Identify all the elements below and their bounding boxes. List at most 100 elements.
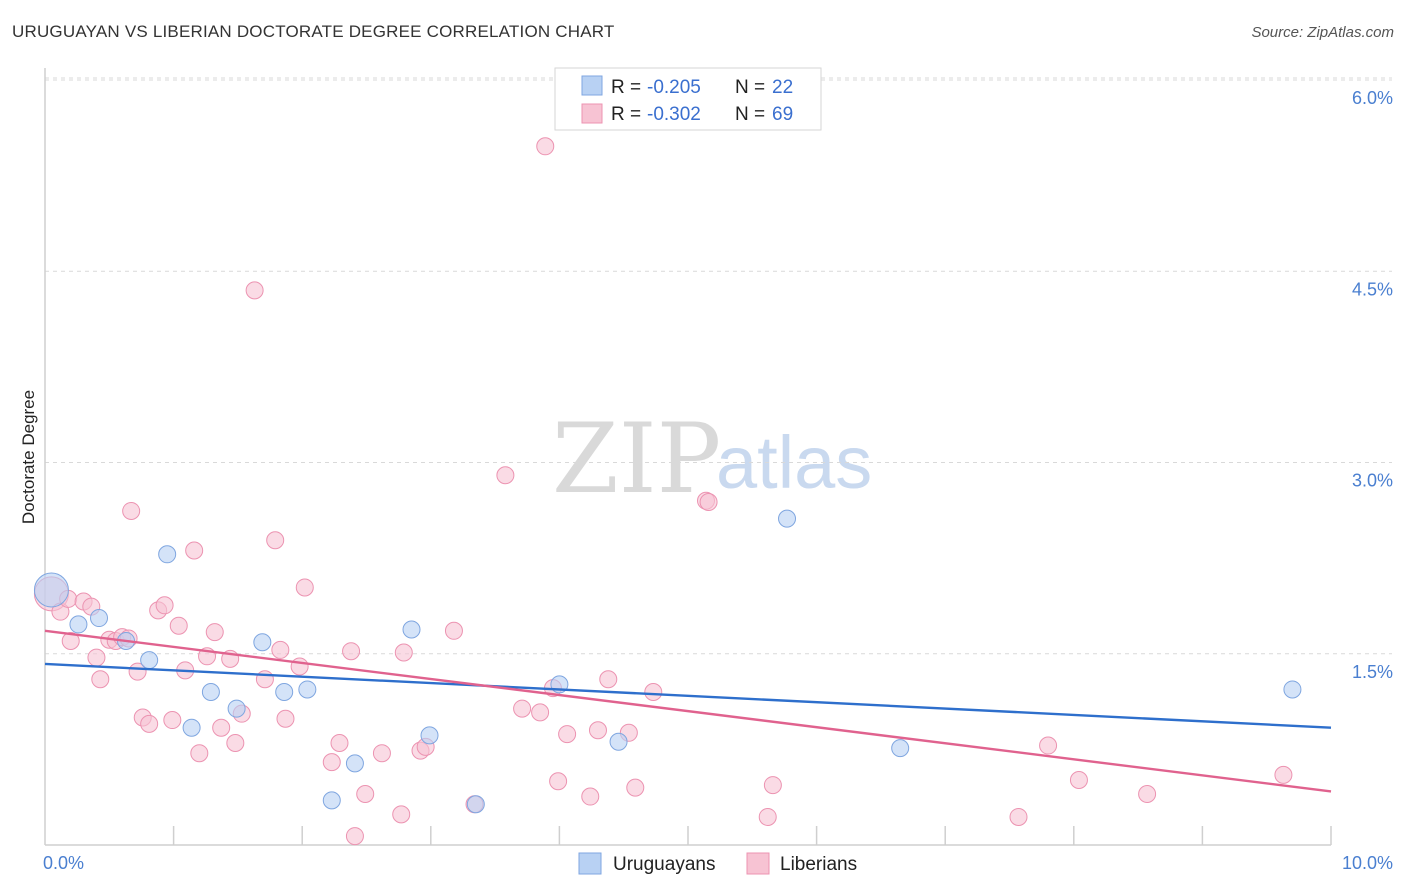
liberians-point [763, 776, 782, 795]
y-axis-label: Doctorate Degree [19, 390, 38, 524]
liberians-point [87, 648, 106, 667]
gridlines [45, 77, 1392, 655]
liberians-point [185, 541, 204, 560]
uruguayans-point [69, 615, 88, 634]
liberians-point [1069, 770, 1088, 789]
liberians-point [599, 670, 618, 689]
liberians-point [226, 734, 245, 752]
legend-r-label: R = [611, 104, 641, 125]
legend-n-label: N = [735, 77, 765, 98]
uruguayans-point [201, 683, 220, 701]
liberians-point [155, 596, 174, 615]
y-tick-labels: 1.5% 3.0% 4.5% 6.0% [1352, 88, 1393, 682]
liberians-points [33, 137, 1293, 846]
liberians-point [212, 718, 231, 737]
liberians-point [531, 703, 550, 722]
liberians-point [91, 670, 110, 689]
legend-n-value: 22 [772, 77, 793, 98]
liberians-swatch [581, 103, 603, 124]
y-tick-label: 1.5% [1352, 662, 1393, 682]
liberians-point [140, 714, 159, 733]
x-axis-ticks [172, 826, 1332, 845]
liberians-point [392, 805, 411, 824]
liberians-point [345, 827, 364, 846]
uruguayans-legend-swatch [578, 852, 602, 875]
uruguayans-point [609, 732, 628, 751]
liberians-point [513, 699, 532, 718]
y-tick-label: 3.0% [1352, 471, 1393, 491]
legend-r-label: R = [611, 77, 641, 98]
uruguayans-point [466, 795, 485, 814]
liberians-point [699, 493, 718, 512]
liberians-point [1009, 807, 1028, 826]
uruguayans-point [33, 572, 69, 608]
uruguayans-point [420, 726, 439, 745]
liberians-point [394, 643, 413, 662]
source-credit: Source: ZipAtlas.com [1251, 24, 1394, 41]
watermark-zip: ZIP [552, 403, 721, 515]
trend-lines [44, 629, 1332, 793]
x-tick-label: 0.0% [43, 853, 84, 873]
liberians-point [169, 616, 188, 635]
liberians-point [245, 281, 264, 300]
uruguayans-trend-line [44, 662, 1332, 729]
y-tick-label: 4.5% [1352, 279, 1393, 299]
liberians-point [444, 621, 463, 640]
uruguayans-legend-label: Uruguayans [613, 854, 715, 875]
series-legend: Uruguayans Liberians [578, 852, 857, 875]
uruguayans-point [891, 739, 910, 758]
liberians-point [322, 753, 341, 772]
liberians-point [626, 778, 645, 797]
uruguayans-point [90, 609, 109, 628]
liberians-point [276, 709, 295, 728]
liberians-point [356, 785, 375, 803]
uruguayans-point [402, 620, 421, 639]
liberians-point [342, 642, 361, 661]
liberians-point [496, 466, 515, 485]
liberians-point [1274, 765, 1293, 784]
x-tick-label: 10.0% [1342, 853, 1393, 873]
uruguayans-point [182, 718, 201, 737]
liberians-point [163, 711, 182, 730]
liberians-point [330, 734, 349, 752]
uruguayans-point [140, 651, 159, 670]
legend-r-value: -0.302 [647, 104, 701, 125]
liberians-point [581, 787, 600, 806]
legend-r-value: -0.205 [647, 77, 701, 98]
uruguayans-point [227, 699, 246, 718]
liberians-point [290, 657, 309, 676]
liberians-point [255, 670, 274, 689]
liberians-point [644, 683, 663, 701]
liberians-point [266, 531, 285, 550]
uruguayans-point [275, 683, 294, 701]
uruguayans-point [298, 680, 317, 699]
liberians-point [758, 807, 777, 826]
liberians-point [1039, 736, 1058, 755]
uruguayans-point [345, 754, 364, 773]
liberians-point [536, 137, 555, 156]
liberians-point [61, 632, 80, 650]
liberians-point [549, 772, 568, 791]
liberians-legend-swatch [746, 852, 770, 875]
liberians-point [190, 744, 209, 763]
liberians-point [558, 725, 577, 744]
liberians-point [205, 623, 224, 642]
chart-title: URUGUAYAN VS LIBERIAN DOCTORATE DEGREE C… [12, 22, 615, 41]
liberians-trend-line [44, 629, 1332, 793]
liberians-point [1138, 785, 1157, 803]
liberians-point [271, 640, 290, 659]
uruguayans-swatch [581, 75, 603, 96]
uruguayans-point [158, 545, 177, 564]
y-tick-label: 6.0% [1352, 88, 1393, 108]
legend-n-label: N = [735, 104, 765, 125]
liberians-legend-label: Liberians [780, 854, 857, 875]
liberians-point [122, 501, 141, 520]
x-tick-labels: 0.0% 10.0% [43, 853, 1393, 873]
stats-legend: R = -0.205 N = 22 R = -0.302 N = 69 [554, 67, 822, 131]
liberians-point [588, 721, 607, 740]
uruguayans-point [322, 791, 341, 810]
liberians-point [295, 578, 314, 597]
uruguayans-point [253, 633, 272, 652]
liberians-point [372, 744, 391, 763]
